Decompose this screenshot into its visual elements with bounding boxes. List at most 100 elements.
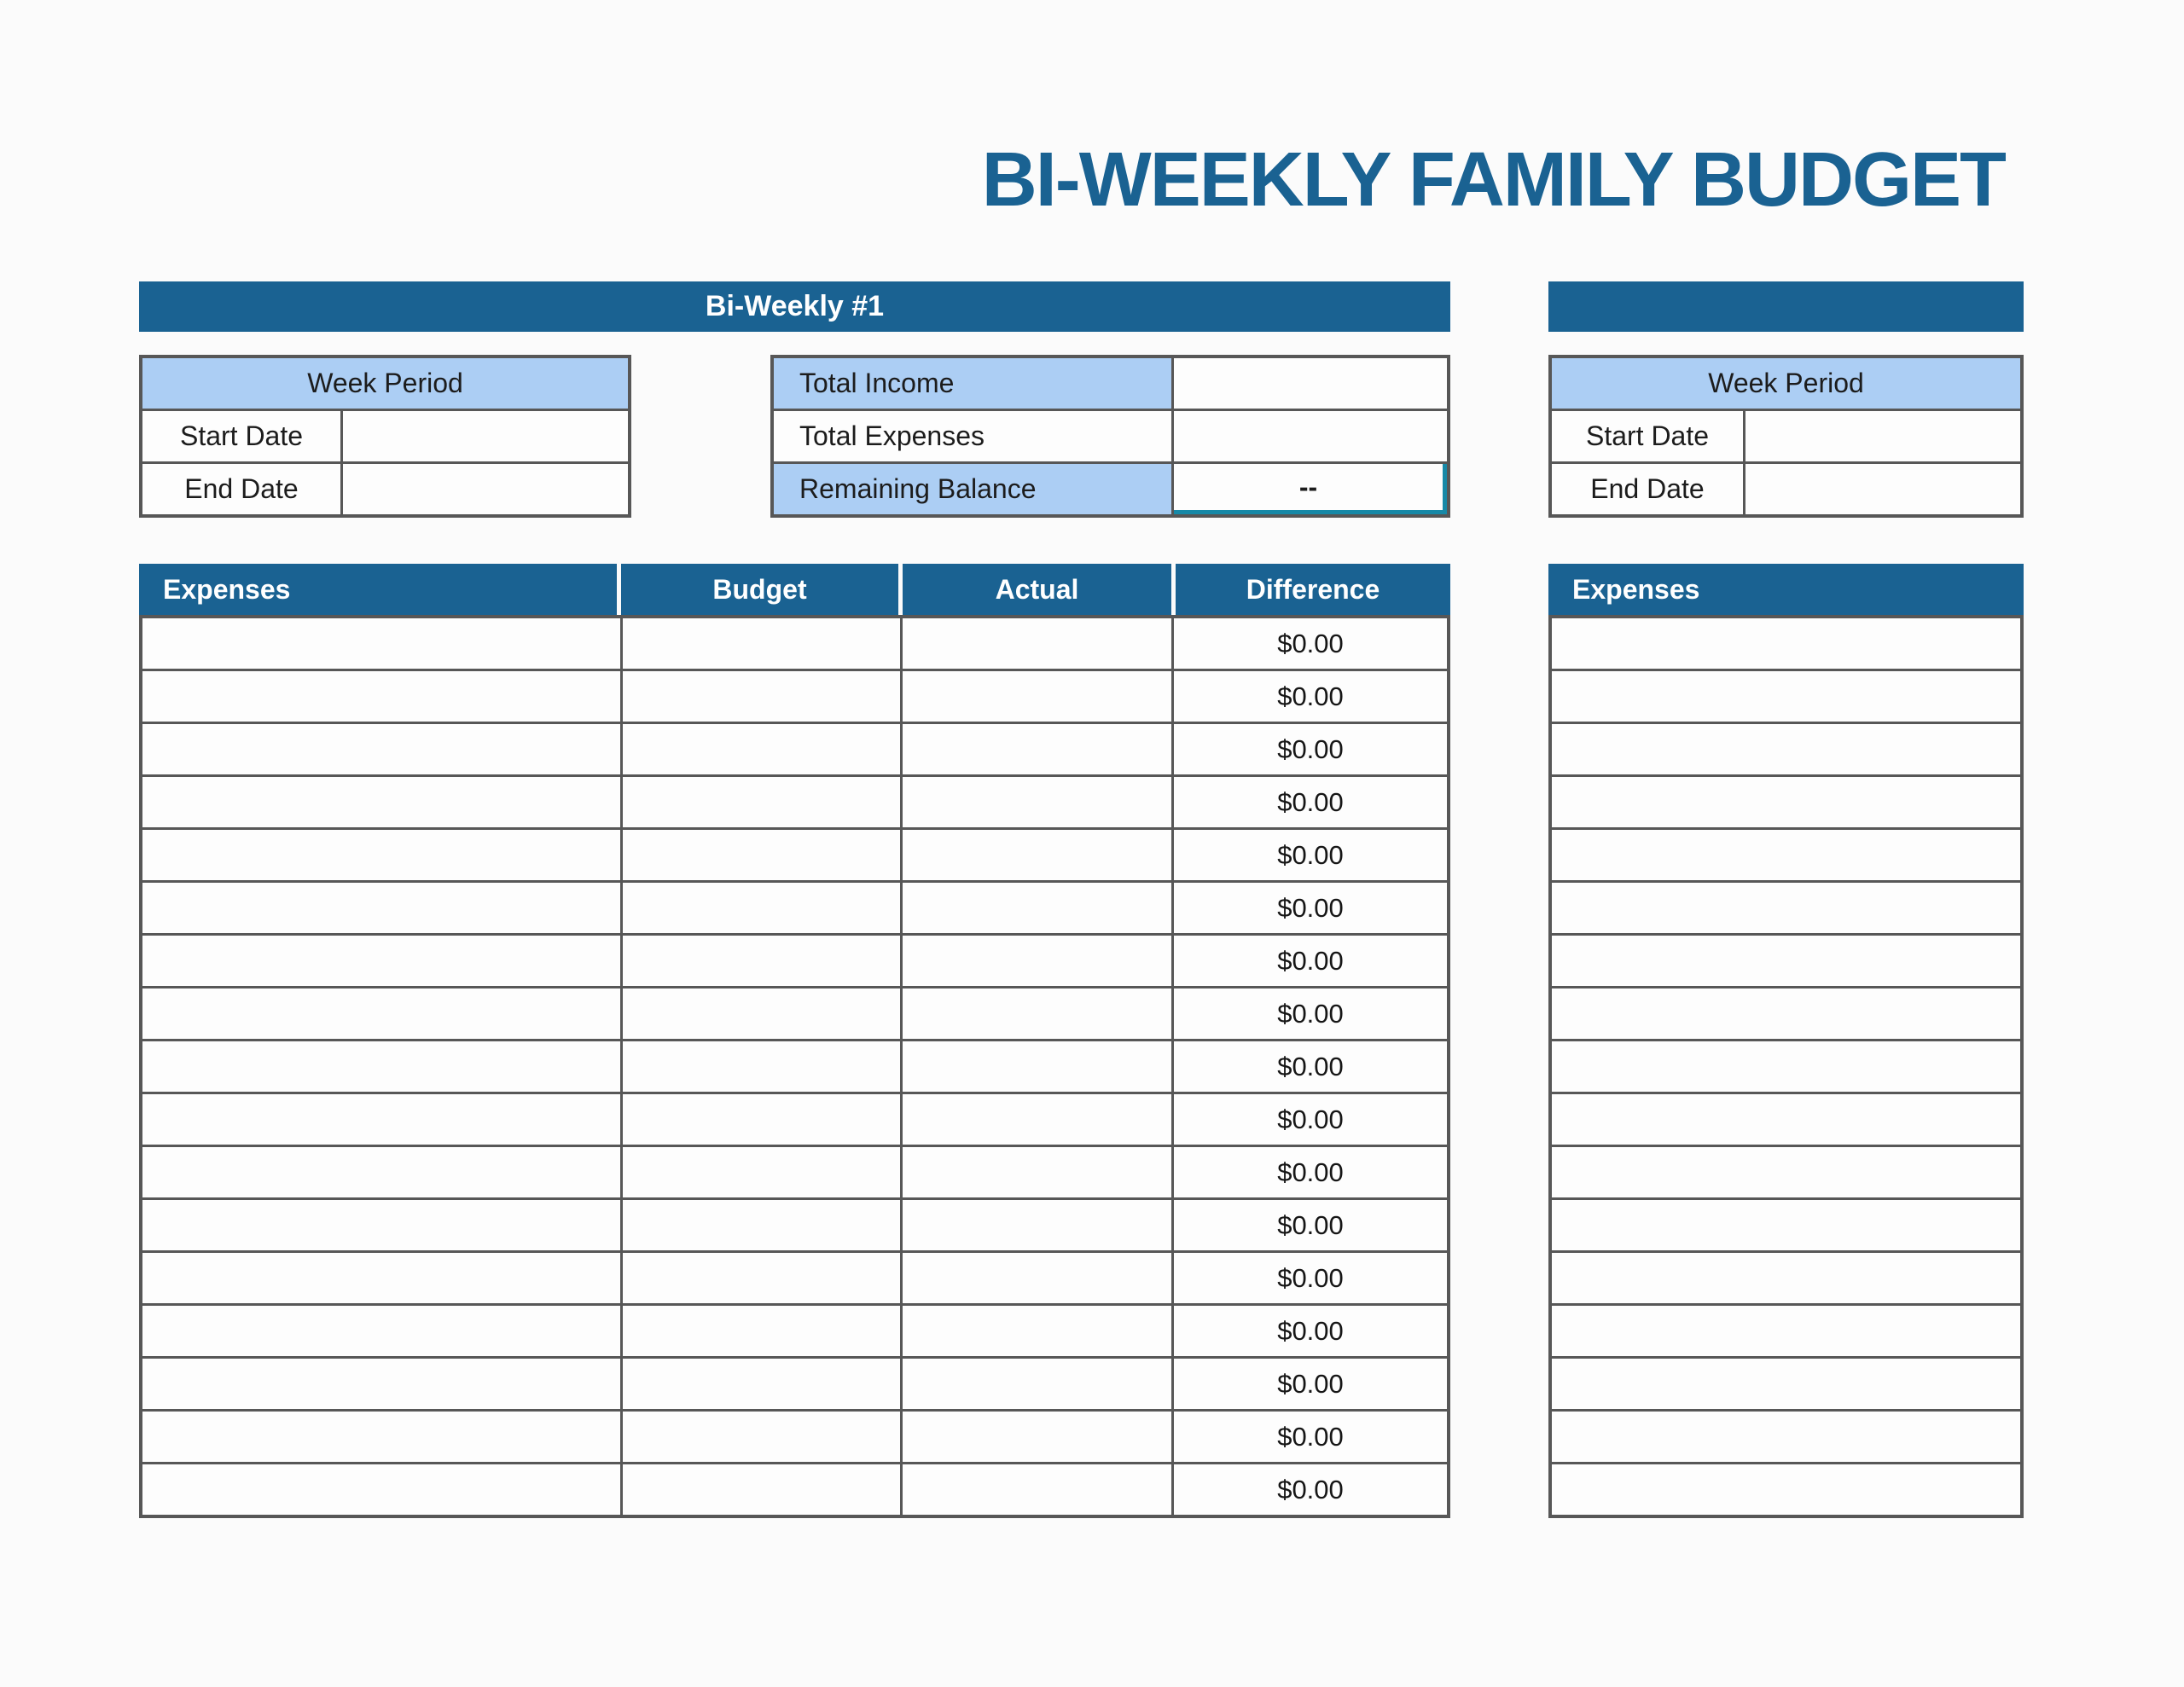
summary-box: Total Income Total Expenses Remaining Ba… <box>770 355 1450 518</box>
difference-cell[interactable]: $0.00 <box>1174 724 1447 774</box>
actual-cell[interactable] <box>903 988 1171 1039</box>
actual-cell[interactable] <box>903 618 1171 669</box>
expense-name-cell[interactable] <box>1552 1253 2020 1303</box>
budget-cell[interactable] <box>623 618 900 669</box>
expense-name-cell[interactable] <box>1552 1200 2020 1250</box>
biweekly2-header-bar <box>1548 281 2024 332</box>
difference-cell[interactable]: $0.00 <box>1174 671 1447 722</box>
expense-name-cell[interactable] <box>142 1359 620 1409</box>
actual-cell[interactable] <box>903 1200 1171 1250</box>
expense-name-cell[interactable] <box>142 1306 620 1356</box>
actual-cell[interactable] <box>903 1041 1171 1092</box>
budget-cell[interactable] <box>623 883 900 933</box>
expense-name-cell[interactable] <box>142 883 620 933</box>
total-expenses-value-cell[interactable] <box>1174 411 1447 461</box>
budget-cell[interactable] <box>623 1253 900 1303</box>
expense-name-cell[interactable] <box>1552 671 2020 722</box>
remaining-balance-value-cell[interactable]: -- <box>1174 464 1447 514</box>
expense-name-cell[interactable] <box>142 936 620 986</box>
expense-name-cell[interactable] <box>1552 1041 2020 1092</box>
expense-name-cell[interactable] <box>1552 1464 2020 1515</box>
difference-cell[interactable]: $0.00 <box>1174 830 1447 880</box>
budget-cell[interactable] <box>623 830 900 880</box>
start-date-value-cell[interactable] <box>1745 411 2020 461</box>
difference-cell[interactable]: $0.00 <box>1174 618 1447 669</box>
actual-cell[interactable] <box>903 671 1171 722</box>
expense-name-cell[interactable] <box>142 671 620 722</box>
actual-cell[interactable] <box>903 936 1171 986</box>
actual-cell[interactable] <box>903 1359 1171 1409</box>
expense-name-cell[interactable] <box>1552 1359 2020 1409</box>
budget-cell[interactable] <box>623 1464 900 1515</box>
expense-name-cell[interactable] <box>142 1412 620 1462</box>
expense-name-cell[interactable] <box>1552 830 2020 880</box>
budget-cell[interactable] <box>623 1147 900 1197</box>
expense-name-cell[interactable] <box>1552 988 2020 1039</box>
end-date-value-cell[interactable] <box>1745 464 2020 514</box>
difference-cell[interactable]: $0.00 <box>1174 1412 1447 1462</box>
budget-cell[interactable] <box>623 1200 900 1250</box>
expense-name-cell[interactable] <box>142 618 620 669</box>
actual-cell[interactable] <box>903 1412 1171 1462</box>
expense-name-cell[interactable] <box>1552 883 2020 933</box>
actual-cell[interactable] <box>903 777 1171 827</box>
expense-name-cell[interactable] <box>1552 1412 2020 1462</box>
actual-cell[interactable] <box>903 1147 1171 1197</box>
budget-cell[interactable] <box>623 988 900 1039</box>
difference-cell[interactable]: $0.00 <box>1174 1306 1447 1356</box>
difference-cell[interactable]: $0.00 <box>1174 1253 1447 1303</box>
budget-cell[interactable] <box>623 1041 900 1092</box>
budget-cell[interactable] <box>623 1306 900 1356</box>
expense-name-cell[interactable] <box>142 1200 620 1250</box>
expense-name-cell[interactable] <box>142 1464 620 1515</box>
difference-cell[interactable]: $0.00 <box>1174 777 1447 827</box>
difference-cell[interactable]: $0.00 <box>1174 1359 1447 1409</box>
actual-cell[interactable] <box>903 883 1171 933</box>
total-income-value-cell[interactable] <box>1174 358 1447 409</box>
expense-name-cell[interactable] <box>1552 724 2020 774</box>
difference-cell[interactable]: $0.00 <box>1174 1147 1447 1197</box>
start-date-value-cell[interactable] <box>343 411 628 461</box>
remaining-balance-label: Remaining Balance <box>774 464 1171 514</box>
difference-cell[interactable]: $0.00 <box>1174 1041 1447 1092</box>
expense-name-cell[interactable] <box>1552 1147 2020 1197</box>
actual-cell[interactable] <box>903 830 1171 880</box>
expense-name-cell[interactable] <box>1552 936 2020 986</box>
budget-cell[interactable] <box>623 671 900 722</box>
end-date-value-cell[interactable] <box>343 464 628 514</box>
expense-name-cell[interactable] <box>1552 1306 2020 1356</box>
budget-cell[interactable] <box>623 724 900 774</box>
expense-name-cell[interactable] <box>142 830 620 880</box>
difference-cell[interactable]: $0.00 <box>1174 1200 1447 1250</box>
expense-name-cell[interactable] <box>142 1094 620 1145</box>
budget-cell[interactable] <box>623 1094 900 1145</box>
actual-cell[interactable] <box>903 1464 1171 1515</box>
expense-name-cell[interactable] <box>1552 777 2020 827</box>
expense-name-cell[interactable] <box>1552 1094 2020 1145</box>
budget-cell[interactable] <box>623 1412 900 1462</box>
budget-cell[interactable] <box>623 936 900 986</box>
actual-cell[interactable] <box>903 724 1171 774</box>
column-header-expenses: Expenses <box>1548 564 2024 615</box>
column-header-actual: Actual <box>903 564 1171 615</box>
budget-cell[interactable] <box>623 1359 900 1409</box>
difference-cell[interactable]: $0.00 <box>1174 883 1447 933</box>
expense-name-cell[interactable] <box>142 1147 620 1197</box>
budget-cell[interactable] <box>623 777 900 827</box>
expense-name-cell[interactable] <box>142 988 620 1039</box>
biweekly1-header-bar: Bi-Weekly #1 <box>139 281 1450 332</box>
actual-cell[interactable] <box>903 1306 1171 1356</box>
difference-cell[interactable]: $0.00 <box>1174 1464 1447 1515</box>
expense-name-cell[interactable] <box>142 724 620 774</box>
column-header-budget: Budget <box>621 564 898 615</box>
difference-cell[interactable]: $0.00 <box>1174 1094 1447 1145</box>
expenses-table-2 <box>1548 615 2024 1518</box>
actual-cell[interactable] <box>903 1253 1171 1303</box>
difference-cell[interactable]: $0.00 <box>1174 936 1447 986</box>
expense-name-cell[interactable] <box>142 1041 620 1092</box>
expense-name-cell[interactable] <box>1552 618 2020 669</box>
expense-name-cell[interactable] <box>142 777 620 827</box>
expense-name-cell[interactable] <box>142 1253 620 1303</box>
difference-cell[interactable]: $0.00 <box>1174 988 1447 1039</box>
actual-cell[interactable] <box>903 1094 1171 1145</box>
